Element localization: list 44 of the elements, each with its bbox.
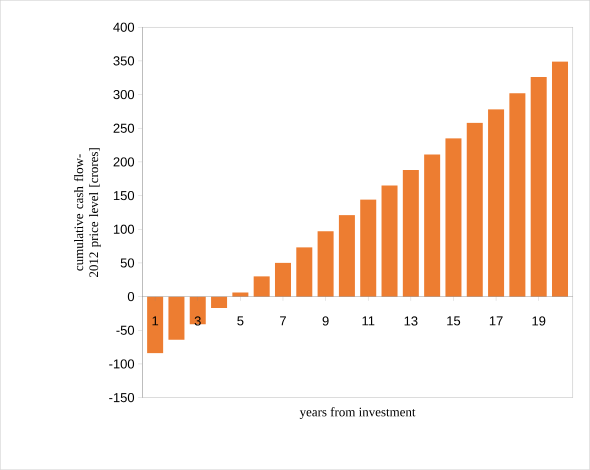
x-tick-label: 11 xyxy=(362,316,374,326)
bar xyxy=(445,138,462,297)
y-tick-label: 200 xyxy=(114,157,134,167)
bar xyxy=(190,296,206,324)
y-tick-label: 0 xyxy=(128,292,134,302)
y-tick-label: -50 xyxy=(116,326,134,335)
bar xyxy=(338,215,355,297)
bar xyxy=(274,262,291,297)
y-tick-label: 300 xyxy=(113,90,134,100)
bar xyxy=(382,186,398,297)
y-tick-label: 50 xyxy=(120,258,134,268)
y-tick-label: 250 xyxy=(114,124,134,133)
bar xyxy=(530,77,547,297)
x-tick-label: 7 xyxy=(280,316,286,326)
y-tick-label: 100 xyxy=(114,224,134,234)
x-tick-label: 19 xyxy=(532,316,546,326)
y-tick-label: -150 xyxy=(109,393,134,402)
bar xyxy=(509,93,526,297)
bar xyxy=(296,247,312,297)
bar xyxy=(211,296,228,308)
bar xyxy=(424,154,440,297)
x-axis-title: years from investment xyxy=(300,407,416,420)
x-tick-label: 9 xyxy=(322,316,329,326)
y-axis-title: cumulative cash flow-2012 price level [crores] xyxy=(74,148,101,278)
y-tick-label: -100 xyxy=(109,359,134,369)
bar xyxy=(466,122,483,297)
bar xyxy=(232,292,248,297)
bar xyxy=(488,109,504,297)
bar xyxy=(360,200,376,297)
bar xyxy=(168,296,184,340)
x-tick-label: 13 xyxy=(404,316,418,326)
bar xyxy=(254,276,270,297)
bar xyxy=(318,231,334,297)
y-tick-label: 350 xyxy=(113,56,134,66)
x-tick-label: 15 xyxy=(447,316,460,326)
x-tick-label: 3 xyxy=(194,316,201,326)
bar xyxy=(402,170,419,297)
y-tick-label: 400 xyxy=(113,22,134,32)
bar xyxy=(552,62,568,297)
x-tick-label: 5 xyxy=(237,316,244,326)
bar xyxy=(147,296,164,354)
x-tick-label: 1 xyxy=(152,316,158,326)
y-tick-label: 150 xyxy=(114,191,134,200)
x-tick-label: 17 xyxy=(490,316,503,326)
